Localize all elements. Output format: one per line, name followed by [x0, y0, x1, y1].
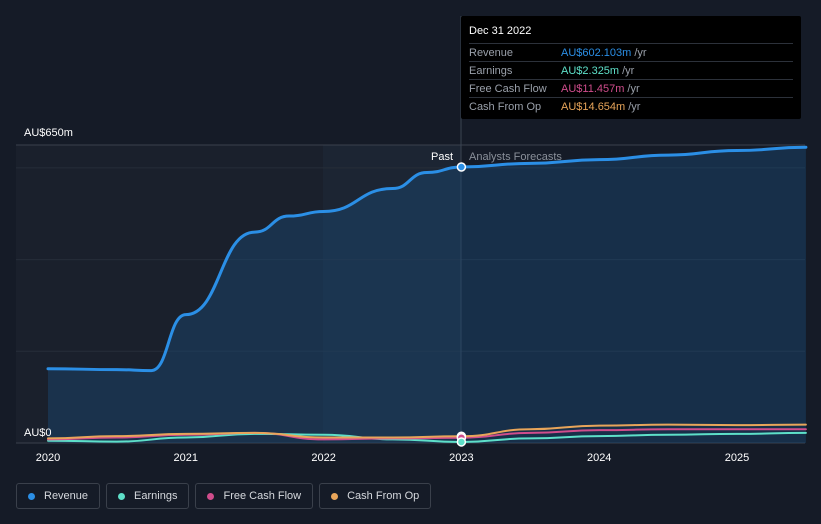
- free-cash-flow-dot-icon: [207, 492, 215, 500]
- x-tick-label: 2022: [311, 452, 335, 464]
- tooltip-label: Free Cash Flow: [469, 82, 547, 95]
- x-tick-label: 2023: [449, 452, 473, 464]
- chart-lines: [46, 145, 808, 443]
- legend-item-cash-from-op[interactable]: Cash From Op: [319, 483, 432, 509]
- y-axis-bottom-label: AU$0: [24, 427, 52, 439]
- tooltip: Dec 31 2022 Revenue AU$602.103m /yr Earn…: [461, 16, 801, 119]
- marker-revenue: [456, 162, 467, 172]
- tooltip-label: Cash From Op: [469, 100, 542, 113]
- tooltip-value: AU$14.654m: [561, 100, 626, 113]
- chart-labels: AU$650m AU$0 2020 2021 2022 2023 2024 2025 Past A…: [24, 127, 749, 464]
- chart-markers: [456, 162, 467, 447]
- tooltip-row-cash-from-op: Cash From Op AU$14.654m /yr: [469, 97, 793, 115]
- highlight-region: [323, 145, 461, 443]
- legend-item-revenue[interactable]: Revenue: [16, 483, 101, 509]
- tooltip-row-free-cash-flow: Free Cash Flow AU$11.457m /yr: [469, 79, 793, 97]
- series-line-revenue: [46, 145, 808, 373]
- tooltip-value: AU$2.325m: [561, 64, 620, 77]
- legend-label: Free Cash Flow: [223, 490, 302, 502]
- cash-from-op-dot-icon: [331, 492, 339, 500]
- legend: Revenue Earnings Free Cash Flow Cash Fro…: [16, 483, 432, 509]
- revenue-area: [48, 147, 806, 444]
- legend-label: Revenue: [44, 490, 89, 502]
- tooltip-unit: /yr: [627, 82, 640, 95]
- x-tick-label: 2020: [36, 452, 60, 464]
- revenue-area-fill: [48, 147, 806, 444]
- chart-background: [16, 145, 461, 443]
- x-tick-label: 2025: [725, 452, 749, 464]
- x-tick-label: 2024: [587, 452, 611, 464]
- tooltip-value: AU$602.103m: [561, 46, 632, 59]
- legend-label: Cash From Op: [347, 490, 420, 502]
- tooltip-label: Earnings: [469, 64, 513, 77]
- past-label: Past: [431, 151, 453, 163]
- series-line-earnings: [47, 431, 807, 443]
- tooltip-value: AU$11.457m: [561, 82, 625, 95]
- marker-earnings: [456, 437, 467, 447]
- earnings-dot-icon: [118, 492, 126, 500]
- legend-label: Earnings: [134, 490, 178, 502]
- tooltip-unit: /yr: [622, 64, 635, 77]
- y-axis-top-label: AU$650m: [24, 127, 73, 139]
- tooltip-row-revenue: Revenue AU$602.103m /yr: [469, 43, 793, 61]
- tooltip-unit: /yr: [634, 46, 647, 59]
- x-tick-label: 2021: [174, 452, 198, 464]
- tooltip-unit: /yr: [628, 100, 641, 113]
- series-line-cash-from-op: [47, 423, 807, 440]
- legend-item-free-cash-flow[interactable]: Free Cash Flow: [195, 483, 314, 509]
- legend-item-earnings[interactable]: Earnings: [106, 483, 190, 509]
- forecast-label: Analysts Forecasts: [469, 151, 562, 163]
- revenue-dot-icon: [28, 492, 35, 500]
- tooltip-date: Dec 31 2022: [469, 25, 532, 37]
- tooltip-row-earnings: Earnings AU$2.325m /yr: [469, 61, 793, 79]
- tooltip-label: Revenue: [469, 46, 514, 59]
